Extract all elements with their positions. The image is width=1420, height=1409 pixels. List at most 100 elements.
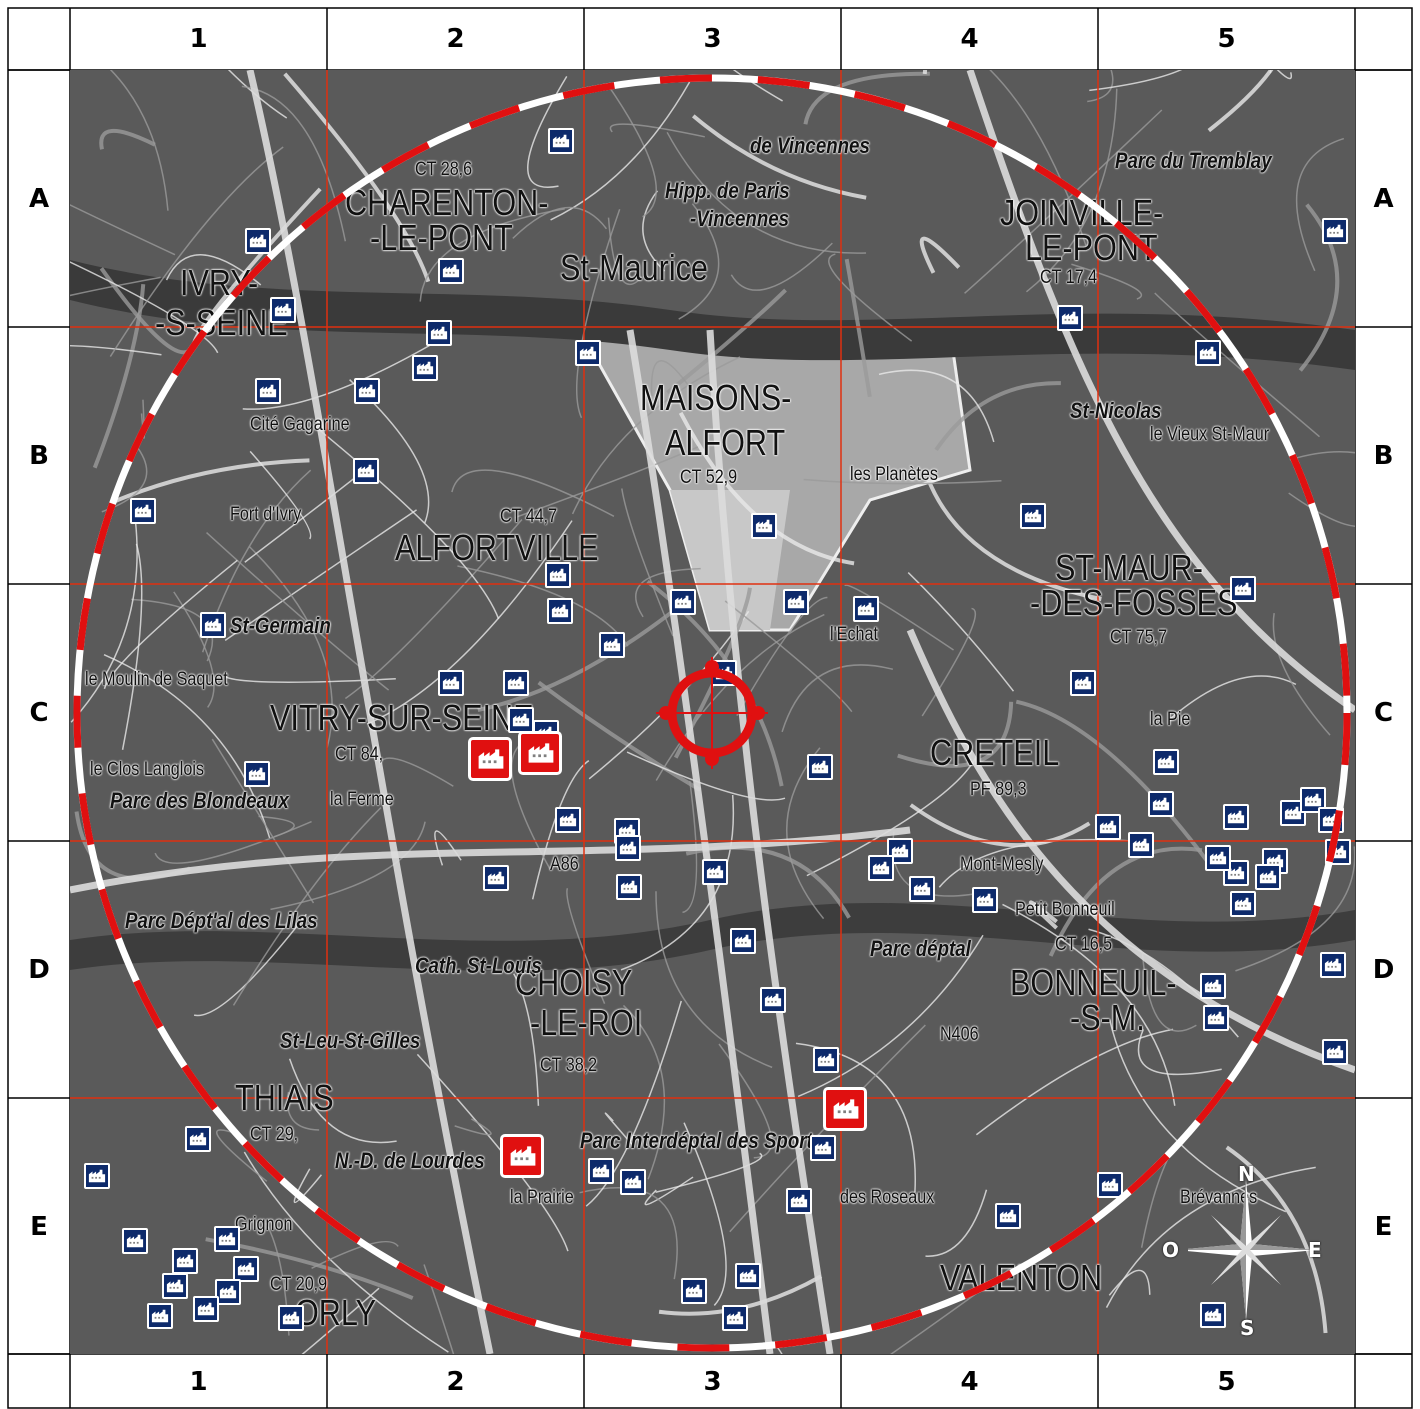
factory-icon[interactable] — [214, 1226, 240, 1252]
factory-icon[interactable] — [1203, 1005, 1229, 1031]
factory-icon[interactable] — [483, 865, 509, 891]
row-header-left-D: D — [28, 954, 50, 985]
factory-icon[interactable] — [244, 761, 270, 787]
factory-icon[interactable] — [1153, 749, 1179, 775]
factory-icon[interactable] — [255, 378, 281, 404]
factory-icon[interactable] — [730, 928, 756, 954]
factory-icon[interactable] — [555, 807, 581, 833]
place-label-petitbonneuil: Petit Bonneuil — [1015, 899, 1115, 920]
column-header-top-1: 1 — [189, 24, 208, 54]
factory-icon[interactable] — [1195, 340, 1221, 366]
factory-icon[interactable] — [353, 458, 379, 484]
factory-icon[interactable] — [909, 876, 935, 902]
factory-icon[interactable] — [1223, 804, 1249, 830]
column-header-top-3: 3 — [703, 24, 722, 54]
map-canvas[interactable]: IVRY- -S-SEINE CHARENTON- -LE-PONT St-Mauric… — [70, 70, 1355, 1354]
factory-icon[interactable] — [1057, 305, 1083, 331]
place-label-joinville2: LE-PONT — [1025, 227, 1158, 268]
place-label-lepont: -LE-PONT — [370, 217, 513, 258]
factory-highlight-icon[interactable] — [823, 1087, 867, 1131]
factory-icon[interactable] — [193, 1296, 219, 1322]
place-label-orly: ORLY — [295, 1292, 377, 1333]
factory-icon[interactable] — [599, 632, 625, 658]
factory-icon[interactable] — [1230, 891, 1256, 917]
factory-icon[interactable] — [751, 513, 777, 539]
column-header-top-4: 4 — [960, 24, 979, 54]
factory-icon[interactable] — [868, 855, 894, 881]
factory-icon[interactable] — [1320, 952, 1346, 978]
factory-icon[interactable] — [1325, 839, 1351, 865]
factory-icon[interactable] — [615, 835, 641, 861]
factory-icon[interactable] — [1070, 670, 1096, 696]
place-label-maisons: MAISONS- — [640, 377, 792, 418]
factory-icon[interactable] — [354, 378, 380, 404]
factory-icon[interactable] — [162, 1273, 188, 1299]
factory-icon[interactable] — [786, 1188, 812, 1214]
factory-icon[interactable] — [1318, 807, 1344, 833]
factory-icon[interactable] — [438, 258, 464, 284]
place-label-echat: l'Echat — [830, 624, 878, 645]
factory-icon[interactable] — [972, 887, 998, 913]
factory-icon[interactable] — [575, 340, 601, 366]
factory-icon[interactable] — [278, 1305, 304, 1331]
factory-icon[interactable] — [503, 670, 529, 696]
factory-icon[interactable] — [1322, 218, 1348, 244]
factory-highlight-icon[interactable] — [500, 1134, 544, 1178]
factory-icon[interactable] — [813, 1047, 839, 1073]
factory-icon[interactable] — [84, 1163, 110, 1189]
factory-icon[interactable] — [620, 1169, 646, 1195]
factory-icon[interactable] — [1128, 832, 1154, 858]
factory-icon[interactable] — [670, 589, 696, 615]
factory-icon[interactable] — [245, 228, 271, 254]
factory-icon[interactable] — [426, 320, 452, 346]
place-label-alfortville: ALFORTVILLE — [395, 527, 599, 568]
factory-icon[interactable] — [438, 670, 464, 696]
place-label-valenton: VALENTON — [940, 1257, 1103, 1298]
place-label-hipp: Hipp. de Paris — [665, 178, 790, 203]
factory-icon[interactable] — [995, 1203, 1021, 1229]
factory-icon[interactable] — [722, 1305, 748, 1331]
factory-icon[interactable] — [130, 498, 156, 524]
factory-icon[interactable] — [807, 754, 833, 780]
factory-icon[interactable] — [1205, 845, 1231, 871]
factory-icon[interactable] — [122, 1228, 148, 1254]
factory-icon[interactable] — [1097, 1172, 1123, 1198]
factory-icon[interactable] — [412, 355, 438, 381]
factory-icon[interactable] — [735, 1263, 761, 1289]
factory-icon[interactable] — [810, 1135, 836, 1161]
factory-highlight-icon[interactable] — [518, 731, 562, 775]
factory-icon[interactable] — [172, 1248, 198, 1274]
factory-icon[interactable] — [1200, 973, 1226, 999]
factory-icon[interactable] — [702, 859, 728, 885]
factory-icon[interactable] — [783, 589, 809, 615]
factory-icon[interactable] — [711, 660, 737, 686]
compass-east: E — [1308, 1238, 1322, 1262]
factory-icon[interactable] — [200, 612, 226, 638]
place-label-stmaur: ST-MAUR- — [1055, 547, 1203, 588]
factory-icon[interactable] — [185, 1126, 211, 1152]
column-header-bottom-2: 2 — [446, 1366, 465, 1397]
factory-icon[interactable] — [1020, 503, 1046, 529]
factory-icon[interactable] — [548, 128, 574, 154]
place-label-bonneuil2: -S-M. — [1070, 997, 1145, 1038]
factory-icon[interactable] — [1230, 576, 1256, 602]
factory-icon[interactable] — [853, 596, 879, 622]
factory-icon[interactable] — [681, 1278, 707, 1304]
place-label-creteil: CRETEIL — [930, 732, 1060, 773]
factory-highlight-icon[interactable] — [468, 737, 512, 781]
factory-icon[interactable] — [616, 874, 642, 900]
column-header-bottom-1: 1 — [189, 1366, 208, 1397]
factory-icon[interactable] — [760, 987, 786, 1013]
row-header-right-C: C — [1373, 697, 1394, 728]
factory-icon[interactable] — [588, 1158, 614, 1184]
factory-icon[interactable] — [547, 598, 573, 624]
factory-icon[interactable] — [1255, 864, 1281, 890]
factory-icon[interactable] — [508, 707, 534, 733]
factory-icon[interactable] — [1095, 814, 1121, 840]
factory-icon[interactable] — [147, 1303, 173, 1329]
factory-icon[interactable] — [545, 562, 571, 588]
factory-icon[interactable] — [270, 297, 296, 323]
compass-north: N — [1238, 1162, 1255, 1186]
factory-icon[interactable] — [1322, 1039, 1348, 1065]
factory-icon[interactable] — [1148, 791, 1174, 817]
